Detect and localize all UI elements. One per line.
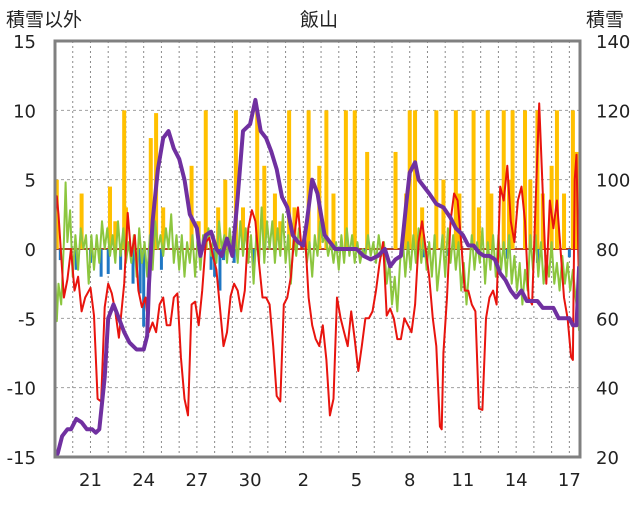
x-tick-label: 14 (505, 470, 528, 491)
chart-title: 飯山 (300, 9, 338, 31)
precip-bar (113, 221, 118, 249)
precip-neg-bar (119, 249, 123, 270)
left-axis-label: 積雪以外 (6, 9, 82, 31)
precip-neg-bar (106, 249, 110, 274)
precip-bar (287, 110, 292, 249)
left-tick-label: 5 (25, 171, 36, 192)
precip-bar (107, 186, 112, 249)
precip-neg-bar (422, 249, 426, 258)
precip-bar (453, 110, 458, 249)
right-tick-label: 80 (596, 240, 619, 261)
x-axis: 21 24 27 30 2 5 8 11 14 17 (79, 470, 581, 491)
precip-bar (434, 110, 439, 249)
x-tick-label: 11 (451, 470, 474, 491)
precip-bar (528, 179, 533, 249)
precip-bar (331, 193, 336, 249)
left-tick-label: -10 (7, 379, 36, 400)
precip-neg-bar (74, 249, 78, 270)
left-tick-label: 15 (13, 32, 36, 53)
precip-bar (510, 110, 515, 249)
left-tick-label: -5 (18, 309, 36, 330)
precip-neg-bar (252, 249, 256, 266)
right-axis-label: 積雪 (586, 9, 624, 31)
x-tick-label: 17 (558, 470, 581, 491)
right-tick-label: 140 (596, 32, 630, 53)
precip-bar (203, 110, 208, 249)
precip-bar (343, 110, 348, 249)
precip-bar (324, 110, 329, 249)
wind-line (54, 181, 581, 331)
precip-bar (241, 207, 246, 249)
grid (55, 41, 580, 457)
right-axis: 140 120 100 80 60 40 20 (596, 32, 630, 469)
precip-neg-bar (159, 249, 163, 270)
line-series (53, 97, 582, 459)
x-tick-label: 30 (239, 470, 262, 491)
left-tick-label: -15 (7, 448, 36, 469)
x-tick-label: 24 (132, 470, 155, 491)
precip-neg-bar (99, 249, 103, 277)
left-tick-label: 10 (13, 101, 36, 122)
precip-bar (393, 151, 398, 249)
right-tick-label: 120 (596, 101, 630, 122)
precip-bar (570, 110, 575, 249)
precip-bar (476, 207, 481, 249)
precip-neg-bar (209, 249, 213, 270)
right-tick-label: 100 (596, 171, 630, 192)
x-tick-label: 2 (298, 470, 309, 491)
precip-bar (79, 193, 84, 249)
right-tick-label: 40 (596, 379, 619, 400)
precip-bar (272, 193, 277, 249)
precip-bar (262, 165, 267, 249)
precip-bar (489, 193, 494, 249)
precip-bar (255, 110, 260, 249)
precip-bar (441, 179, 446, 249)
x-tick-label: 8 (404, 470, 415, 491)
precip-bar (148, 138, 153, 249)
precip-bar (554, 110, 559, 249)
precip-bar (352, 110, 357, 249)
precip-bar (485, 110, 490, 249)
precip-bar (189, 165, 194, 249)
right-tick-label: 60 (596, 309, 619, 330)
precip-bar (278, 221, 283, 249)
precip-bar (471, 110, 476, 249)
precip-bar (122, 110, 127, 249)
precip-bar (306, 110, 311, 249)
precip-bar (365, 151, 370, 249)
precip-bar (507, 179, 512, 249)
x-tick-label: 27 (185, 470, 208, 491)
precip-neg-bar (131, 249, 135, 284)
precip-bar (413, 110, 418, 249)
plot-frame (53, 39, 582, 459)
x-tick-label: 5 (351, 470, 362, 491)
precip-neg-bar (142, 249, 146, 327)
precip-bar (161, 207, 166, 249)
left-axis: 15 10 5 0 -5 -10 -15 (7, 32, 36, 469)
precip-bar (233, 110, 238, 249)
precip-bar (523, 110, 528, 249)
left-tick-label: 0 (25, 240, 36, 261)
temperature-line (54, 102, 581, 431)
x-tick-label: 21 (79, 470, 102, 491)
precip-neg-bar (138, 249, 142, 294)
precip-neg-bar (567, 249, 571, 258)
precip-bar (223, 179, 228, 249)
precip-bar (540, 193, 545, 249)
right-tick-label: 20 (596, 448, 619, 469)
precip-neg-bar (218, 249, 222, 291)
snow-depth-line (53, 97, 582, 459)
precip-bar (501, 110, 506, 249)
precip-bar (562, 193, 567, 249)
precip-bar (54, 179, 59, 249)
